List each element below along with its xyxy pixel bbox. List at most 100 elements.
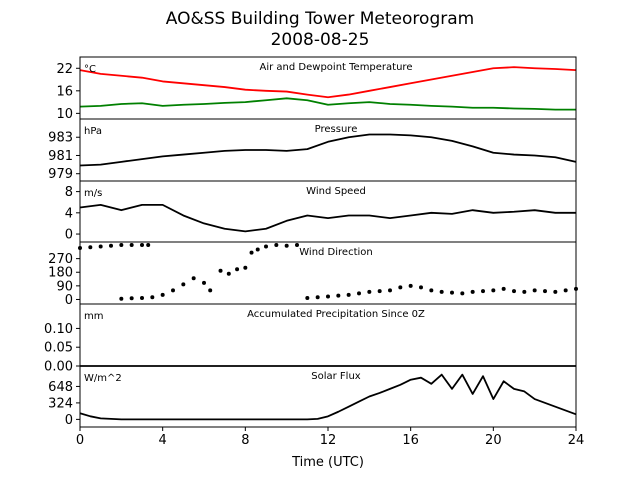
- panel-title: Air and Dewpoint Temperature: [260, 62, 413, 73]
- data-point: [470, 289, 475, 294]
- data-point: [140, 243, 144, 248]
- y-tick-label: 4: [65, 206, 73, 221]
- data-point: [191, 276, 196, 281]
- data-point: [181, 282, 186, 287]
- data-point: [129, 296, 134, 301]
- data-point: [109, 243, 113, 248]
- data-point: [315, 295, 320, 300]
- data-point: [295, 243, 299, 248]
- data-point: [150, 295, 155, 300]
- y-tick-label: 0.05: [44, 341, 73, 356]
- data-point: [140, 295, 144, 300]
- data-point: [226, 271, 231, 276]
- unit-label: m/s: [84, 188, 102, 199]
- x-tick-label: 20: [485, 433, 502, 448]
- data-point: [129, 243, 134, 248]
- data-point: [512, 289, 516, 294]
- unit-label: mm: [84, 311, 103, 322]
- unit-label: W/m^2: [84, 373, 122, 384]
- data-point: [346, 292, 351, 297]
- x-tick-label: 12: [320, 433, 337, 448]
- x-axis-label: Time (UTC): [291, 455, 364, 470]
- x-tick-label: 24: [568, 433, 585, 448]
- data-point: [439, 289, 444, 294]
- panel-3: 8 4 0 Wind Speed m/s: [65, 180, 577, 243]
- data-point: [249, 250, 254, 255]
- data-point: [284, 243, 289, 248]
- data-point: [171, 288, 175, 293]
- data-point: [336, 293, 341, 298]
- chart-title: AO&SS Building Tower Meteorogram: [166, 9, 474, 29]
- data-point: [146, 243, 151, 248]
- y-tick-label: 648: [48, 380, 73, 395]
- panel-title: Pressure: [315, 124, 358, 135]
- panel-title: Wind Direction: [299, 247, 373, 258]
- data-point: [202, 280, 206, 285]
- series-line-1: [79, 373, 577, 421]
- data-point: [460, 291, 465, 296]
- data-point: [553, 289, 558, 294]
- data-point: [235, 267, 240, 272]
- y-tick-label: 22: [56, 62, 73, 77]
- data-point: [491, 288, 496, 293]
- panel-title: Solar Flux: [311, 371, 361, 382]
- y-tick-label: 981: [48, 149, 73, 164]
- data-point: [357, 291, 361, 296]
- data-point: [160, 292, 165, 297]
- panel-2: 983 981 979 Pressure hPa: [48, 118, 577, 182]
- data-point: [388, 288, 392, 293]
- data-point: [398, 285, 403, 290]
- y-tick-label: 0: [65, 413, 73, 428]
- data-point: [274, 243, 279, 248]
- data-point: [218, 268, 223, 273]
- data-point: [532, 288, 537, 293]
- data-point: [563, 288, 568, 293]
- y-tick-label: 0: [65, 228, 73, 243]
- panel-title: Wind Speed: [306, 186, 366, 197]
- data-point: [429, 288, 434, 293]
- panel-5: 0.10 0.05 0.00 Accumulated Precipitation Si…: [44, 303, 577, 375]
- y-tick-label: 10: [56, 107, 73, 122]
- chart-subtitle: 2008-08-25: [271, 30, 370, 50]
- data-point: [450, 290, 454, 295]
- y-tick-label: 0.00: [44, 360, 73, 375]
- y-tick-label: 983: [48, 131, 73, 146]
- panel-1: 22 16 10 Air and Dewpoint Temperature °C: [56, 56, 577, 122]
- data-point: [119, 296, 124, 301]
- data-point: [543, 289, 547, 294]
- y-tick-label: 979: [48, 167, 73, 182]
- y-tick-label: 90: [56, 279, 73, 294]
- x-tick-label: 0: [76, 433, 84, 448]
- y-tick-label: 0.10: [44, 322, 73, 337]
- data-point: [377, 289, 382, 294]
- data-point: [326, 294, 330, 299]
- data-point: [522, 289, 527, 294]
- data-point: [419, 285, 423, 290]
- data-point: [305, 295, 310, 300]
- x-axis: 0 4 8 12 16 20 24: [76, 427, 584, 448]
- data-point: [367, 289, 372, 294]
- data-point: [98, 244, 103, 249]
- x-tick-label: 4: [159, 433, 167, 448]
- y-tick-label: 8: [65, 185, 73, 200]
- y-tick-label: 16: [56, 84, 73, 99]
- y-tick-label: 270: [48, 252, 73, 267]
- data-point: [255, 247, 260, 252]
- data-point: [501, 286, 506, 291]
- data-point: [481, 289, 485, 294]
- series-line-1: [79, 133, 577, 167]
- data-point: [88, 245, 93, 250]
- series-line-2: [79, 97, 576, 111]
- x-tick-label: 8: [241, 433, 249, 448]
- x-tick-label: 16: [402, 433, 419, 448]
- data-point: [208, 288, 213, 293]
- panel-title: Accumulated Precipitation Since 0Z: [247, 309, 425, 320]
- data-point: [264, 244, 268, 249]
- series-line-1: [79, 66, 577, 99]
- data-point: [408, 283, 413, 288]
- unit-label: hPa: [84, 126, 102, 137]
